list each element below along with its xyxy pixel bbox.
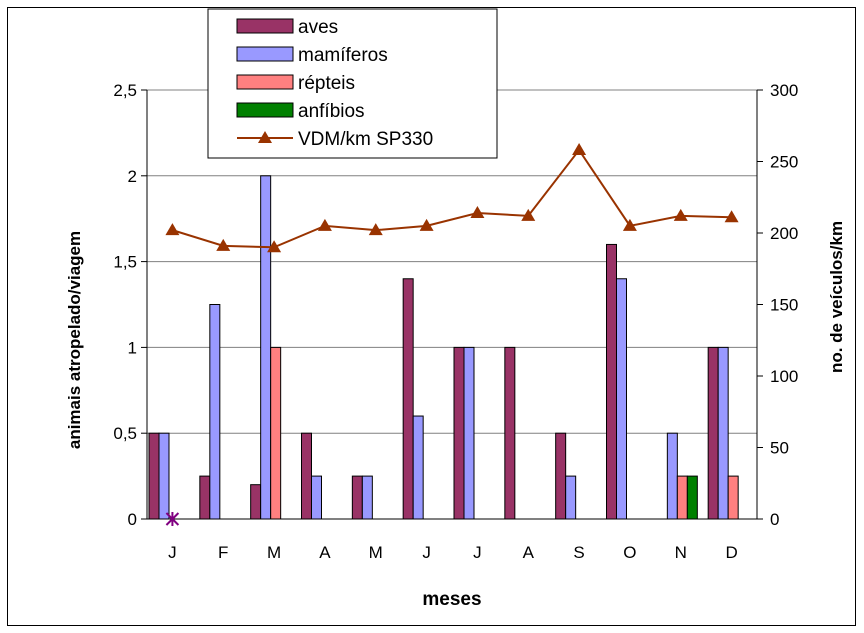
bar-aves <box>453 346 465 520</box>
legend-swatch-aves <box>236 18 294 34</box>
category-label: N <box>675 543 687 562</box>
category-label: J <box>473 543 482 562</box>
legend-marker <box>258 131 272 143</box>
legend-label: aves <box>298 17 338 38</box>
bar-aves <box>606 243 617 520</box>
y-tick-label: 0 <box>128 510 137 529</box>
category-label: M <box>369 543 383 562</box>
category-label: D <box>725 543 737 562</box>
asterisk-marker <box>165 512 180 526</box>
bar-aves <box>707 346 719 520</box>
bar-répteis <box>727 475 739 520</box>
bar-mamíferos <box>311 475 322 520</box>
bar-répteis <box>676 475 688 520</box>
y-tick-label: 2,5 <box>113 81 137 100</box>
y2-tick-label: 100 <box>770 367 798 386</box>
bar-mamíferos <box>616 278 627 520</box>
bar-répteis <box>270 346 282 520</box>
bar-aves <box>402 278 414 520</box>
category-label: S <box>573 543 584 562</box>
category-label: M <box>267 543 281 562</box>
y-axis-label: animais atropelado/viagem <box>65 231 84 449</box>
legend-label: VDM/km SP330 <box>298 129 433 150</box>
line-marker <box>419 218 434 231</box>
line-marker <box>572 143 587 156</box>
bar-aves <box>351 475 363 520</box>
bar-aves <box>555 432 567 520</box>
axes <box>141 89 763 520</box>
bar-mamíferos <box>463 346 475 520</box>
line-VDM/km SP330 <box>172 148 732 249</box>
category-label: A <box>523 543 535 562</box>
line-marker <box>317 218 332 231</box>
line-marker <box>724 210 739 223</box>
bar-mamíferos <box>361 475 373 520</box>
bar-aves <box>504 346 516 520</box>
bar-aves <box>301 432 312 520</box>
legend: aves mamíferos répteis anfíbios VDM/km SP330 <box>207 8 498 159</box>
y2-axis-label: no. de veículos/km <box>827 221 846 373</box>
y2-tick-label: 250 <box>770 153 798 172</box>
category-label: F <box>218 543 228 562</box>
line-marker <box>267 240 282 253</box>
line-marker <box>216 238 231 251</box>
y2-tick-label: 50 <box>770 439 789 458</box>
legend-swatch-mamíferos <box>236 46 294 62</box>
line-series <box>165 143 739 526</box>
line-marker <box>622 218 637 231</box>
legend-label: anfíbios <box>298 101 365 122</box>
line-marker <box>470 205 485 218</box>
line-marker <box>673 208 688 221</box>
category-label: J <box>422 543 431 562</box>
legend-label: mamíferos <box>298 45 388 66</box>
bar-mamíferos <box>565 475 577 520</box>
category-label: A <box>319 543 331 562</box>
y2-tick-label: 0 <box>770 510 779 529</box>
x-axis-label: meses <box>422 589 481 610</box>
bar-aves <box>250 484 262 520</box>
y2-tick-label: 200 <box>770 224 798 243</box>
bar-mamíferos <box>260 175 272 520</box>
legend-swatch-répteis <box>236 74 294 90</box>
y-tick-label: 1,5 <box>113 253 137 272</box>
tick-labels: 0 0,5 1 1,5 2 2,5 0 50 100 150 200 250 300 <box>113 81 798 529</box>
y-tick-label: 1 <box>128 338 137 357</box>
bar-mamíferos <box>717 346 729 520</box>
y2-tick-label: 300 <box>770 81 798 100</box>
legend-label: répteis <box>298 73 355 94</box>
bar-mamíferos <box>158 432 170 520</box>
bar-mamíferos <box>209 304 221 520</box>
line-marker <box>165 223 180 236</box>
y2-tick-label: 150 <box>770 296 798 315</box>
legend-swatch-anfíbios <box>236 102 294 118</box>
bar-mamíferos <box>412 415 424 520</box>
chart-frame <box>7 7 856 626</box>
category-label: O <box>623 543 636 562</box>
category-label: J <box>168 543 177 562</box>
line-marker <box>368 223 383 236</box>
line-marker <box>521 208 536 221</box>
bar-mamíferos <box>666 432 678 520</box>
y-tick-label: 0,5 <box>113 424 137 443</box>
bar-aves <box>148 432 160 520</box>
y-tick-label: 2 <box>128 167 137 186</box>
bar-aves <box>199 475 211 520</box>
bar-anfíbios <box>686 475 698 520</box>
